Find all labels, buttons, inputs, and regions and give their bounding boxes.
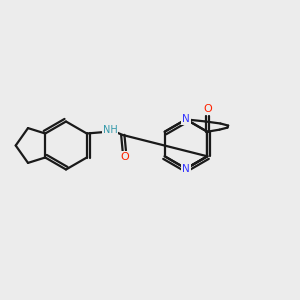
Text: O: O [120,152,129,162]
Text: N: N [182,114,190,124]
Text: O: O [203,104,212,115]
Text: N: N [182,164,190,174]
Text: NH: NH [103,124,118,135]
